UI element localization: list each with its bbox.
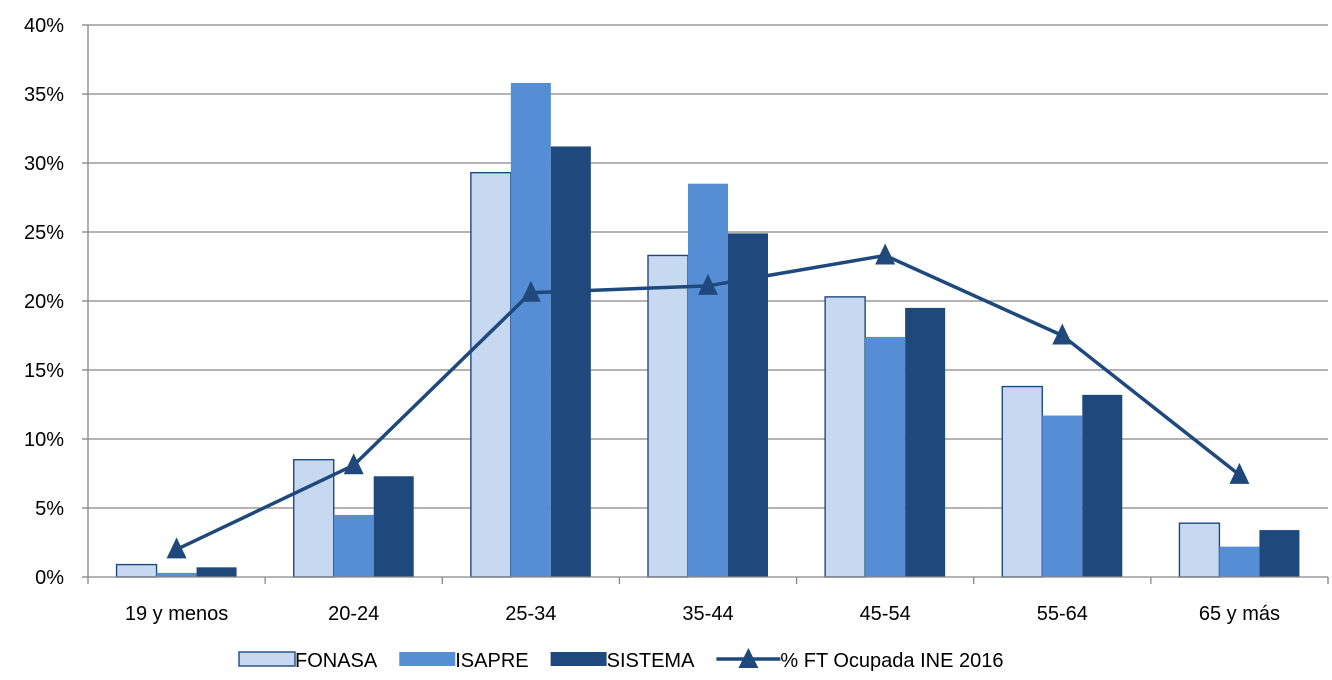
x-tick-label: 20-24	[328, 603, 379, 625]
bar-isapre-20-24	[333, 514, 374, 577]
x-tick-label: 45-54	[860, 603, 911, 625]
y-tick-label: 40%	[24, 15, 64, 37]
y-tick-label: 35%	[24, 84, 64, 106]
x-tick-label: 25-34	[505, 603, 556, 625]
legend: FONASA ISAPRE SISTEMA % FT Ocupada INE 2016	[238, 648, 1004, 672]
bar-sistema-35-44	[728, 233, 768, 577]
line-point-55-64	[1052, 323, 1073, 345]
legend-swatch-sistema	[550, 652, 607, 666]
line-point-35-44	[698, 273, 718, 295]
y-tick-label: 5%	[35, 498, 64, 520]
bar-isapre-65-y-m-s	[1219, 546, 1260, 577]
line-point-20-24	[343, 453, 364, 475]
x-tick-label: 55-64	[1037, 603, 1088, 625]
line-point-65-y-m-s	[1229, 462, 1250, 484]
x-tick-label: 35-44	[682, 603, 733, 625]
legend-swatch-isapre	[399, 652, 456, 666]
bar-sistema-19-y-menos	[196, 567, 237, 577]
x-axis-tick-labels: 19 y menos 20-24 25-34 35-44 45-54 55-64 65 y …	[125, 603, 1280, 625]
x-tick-label: 65 y más	[1199, 603, 1280, 625]
y-tick-label: 25%	[24, 222, 64, 244]
line-point-19-y-menos	[166, 537, 187, 559]
legend-swatch-triangle	[738, 648, 759, 668]
bar-fonasa-19-y-menos	[115, 563, 158, 578]
y-tick-label: 10%	[24, 429, 64, 451]
bar-sistema-20-24	[373, 476, 414, 577]
bar-fonasa-55-64	[1001, 385, 1043, 578]
line-series	[166, 243, 1250, 559]
bars	[115, 82, 1300, 578]
bar-fonasa-35-44	[647, 254, 689, 578]
legend-swatch-fonasa	[238, 651, 296, 667]
bar-fonasa-25-34	[470, 171, 512, 578]
legend-label-fonasa: FONASA	[295, 650, 378, 672]
y-tick-label: 30%	[24, 153, 64, 175]
bar-fonasa-45-54	[824, 296, 866, 578]
bar-sistema-45-54	[905, 307, 946, 577]
line-point-25-34	[520, 280, 541, 302]
bar-isapre-25-34	[510, 82, 551, 578]
axes	[82, 24, 1329, 584]
bar-isapre-55-64	[1042, 415, 1083, 577]
y-axis-tick-labels: 0% 5% 10% 15% 20% 25% 30% 35% 40%	[24, 15, 64, 589]
bar-sistema-55-64	[1082, 394, 1123, 577]
bar-sistema-65-y-m-s	[1259, 530, 1300, 577]
bar-fonasa-65-y-m-s	[1178, 522, 1221, 578]
legend-label-ft-ocupada-ine-2016: % FT Ocupada INE 2016	[780, 650, 1003, 672]
y-tick-label: 15%	[24, 360, 64, 382]
y-tick-label: 0%	[35, 567, 64, 589]
bar-sistema-25-34	[550, 146, 591, 577]
legend-label-isapre: ISAPRE	[455, 650, 528, 672]
legend-label-sistema: SISTEMA	[607, 650, 695, 672]
line-point-45-54	[875, 243, 896, 265]
bar-isapre-45-54	[865, 336, 906, 577]
y-tick-label: 20%	[24, 291, 64, 313]
x-tick-label: 19 y menos	[125, 603, 228, 625]
bar-isapre-19-y-menos	[156, 572, 197, 577]
bar-isapre-35-44	[688, 183, 728, 577]
